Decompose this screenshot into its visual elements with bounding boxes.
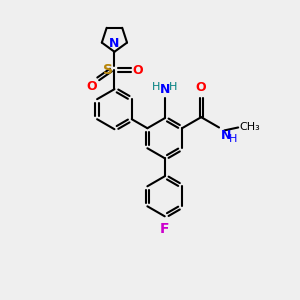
Text: O: O <box>132 64 143 76</box>
Text: S: S <box>103 63 113 77</box>
Text: CH₃: CH₃ <box>240 122 260 133</box>
Text: O: O <box>196 82 206 94</box>
Text: H: H <box>229 134 237 144</box>
Text: H: H <box>152 82 161 92</box>
Text: H: H <box>169 82 177 92</box>
Text: N: N <box>109 37 120 50</box>
Text: O: O <box>86 80 97 93</box>
Text: N: N <box>220 129 231 142</box>
Text: F: F <box>160 222 169 236</box>
Text: N: N <box>160 83 170 96</box>
